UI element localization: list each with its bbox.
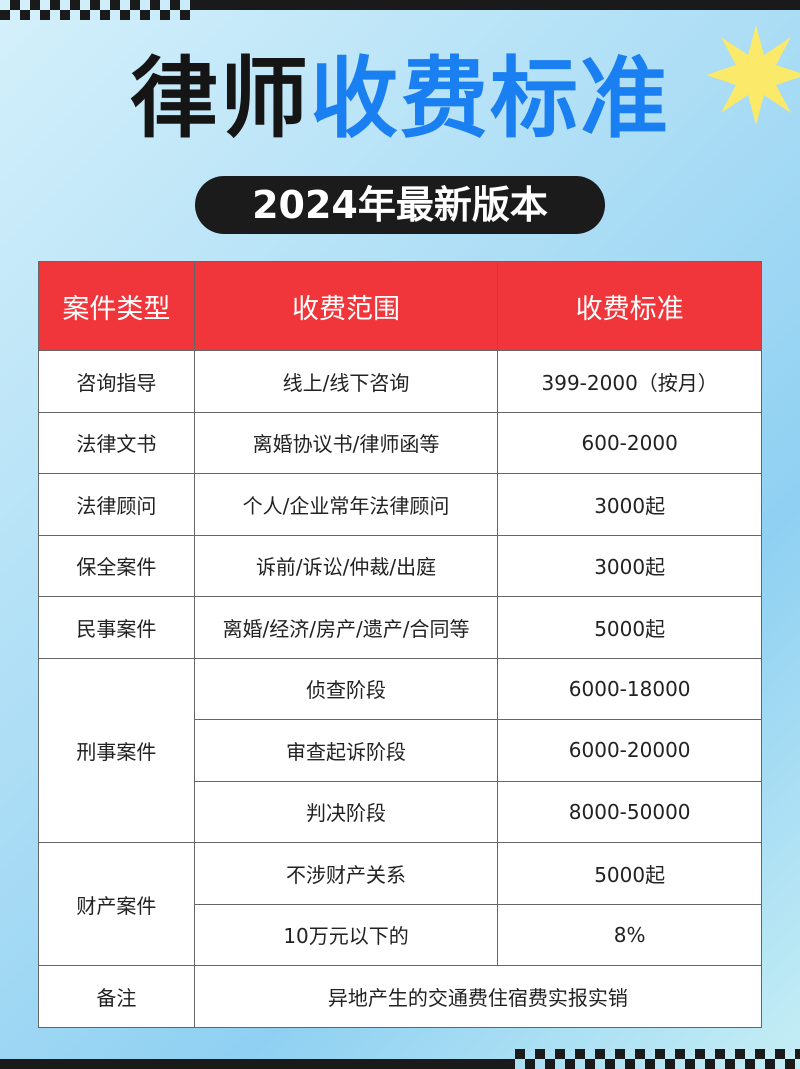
- case-type-cell: 财产案件: [38, 842, 195, 966]
- star-icon: [706, 25, 800, 125]
- case-type-cell: 保全案件: [38, 534, 195, 597]
- case-type-cell: 刑事案件: [38, 657, 195, 843]
- fee-cell: 399-2000（按月）: [497, 350, 762, 413]
- case-type-cell: 咨询指导: [38, 350, 195, 413]
- title-blue: 收费标准: [310, 47, 671, 150]
- scope-cell: 审查起诉阶段: [193, 719, 499, 782]
- checker-decoration-bottom: [505, 1049, 800, 1069]
- note-text: 异地产生的交通费住宿费实报实销: [193, 965, 763, 1028]
- fee-cell: 6000-18000: [497, 657, 762, 720]
- checker-decoration-top: [0, 0, 195, 20]
- title-black: 律师: [129, 47, 310, 150]
- table-row: 刑事案件 侦查阶段 6000-18000: [38, 657, 762, 843]
- fee-cell: 5000起: [497, 596, 762, 659]
- page-title: 律师收费标准: [0, 55, 800, 143]
- scope-cell: 判决阶段: [193, 780, 499, 843]
- table-row: 保全案件 诉前/诉讼/仲裁/出庭 3000起: [38, 534, 762, 597]
- table-row: 10万元以下的 8%: [39, 903, 762, 966]
- case-type-cell: 民事案件: [38, 596, 195, 659]
- fee-cell: 3000起: [497, 473, 762, 536]
- case-type-cell: 法律文书: [38, 411, 195, 474]
- table-row: 民事案件 离婚/经济/房产/遗产/合同等 5000起: [38, 596, 762, 659]
- scope-cell: 离婚/经济/房产/遗产/合同等: [193, 596, 499, 659]
- fee-cell: 8000-50000: [497, 780, 762, 843]
- case-type-cell: 法律顾问: [38, 473, 195, 536]
- fee-cell: 6000-20000: [497, 719, 762, 782]
- fee-cell: 5000起: [497, 842, 762, 905]
- scope-cell: 离婚协议书/律师函等: [193, 411, 499, 474]
- table-row: 审查起诉阶段 6000-20000: [39, 719, 762, 782]
- table-row: 咨询指导 线上/线下咨询 399-2000（按月）: [38, 350, 762, 413]
- note-row: 备注 异地产生的交通费住宿费实报实销: [38, 965, 763, 1028]
- bar-decoration-top: [195, 0, 800, 10]
- scope-cell: 诉前/诉讼/仲裁/出庭: [193, 534, 499, 597]
- column-header: 案件类型: [38, 261, 195, 351]
- scope-cell: 不涉财产关系: [193, 842, 499, 905]
- table-row: 法律文书 离婚协议书/律师函等 600-2000: [38, 411, 762, 474]
- fee-cell: 8%: [497, 903, 762, 966]
- bar-decoration-bottom: [0, 1059, 505, 1069]
- fee-cell: 600-2000: [497, 411, 762, 474]
- subtitle-badge: 2024年最新版本: [195, 176, 605, 234]
- table-row: 财产案件 不涉财产关系 5000起: [38, 842, 762, 966]
- column-header: 收费范围: [193, 261, 499, 351]
- column-header: 收费标准: [497, 261, 762, 351]
- scope-cell: 10万元以下的: [193, 903, 499, 966]
- fee-cell: 3000起: [497, 534, 762, 597]
- scope-cell: 侦查阶段: [193, 657, 499, 720]
- scope-cell: 个人/企业常年法律顾问: [193, 473, 499, 536]
- fee-table: 案件类型 收费范围 收费标准 咨询指导 线上/线下咨询 399-2000（按月） 法律文书…: [38, 261, 763, 1028]
- note-label: 备注: [38, 965, 195, 1028]
- scope-cell: 线上/线下咨询: [193, 350, 499, 413]
- table-row: 法律顾问 个人/企业常年法律顾问 3000起: [38, 473, 762, 536]
